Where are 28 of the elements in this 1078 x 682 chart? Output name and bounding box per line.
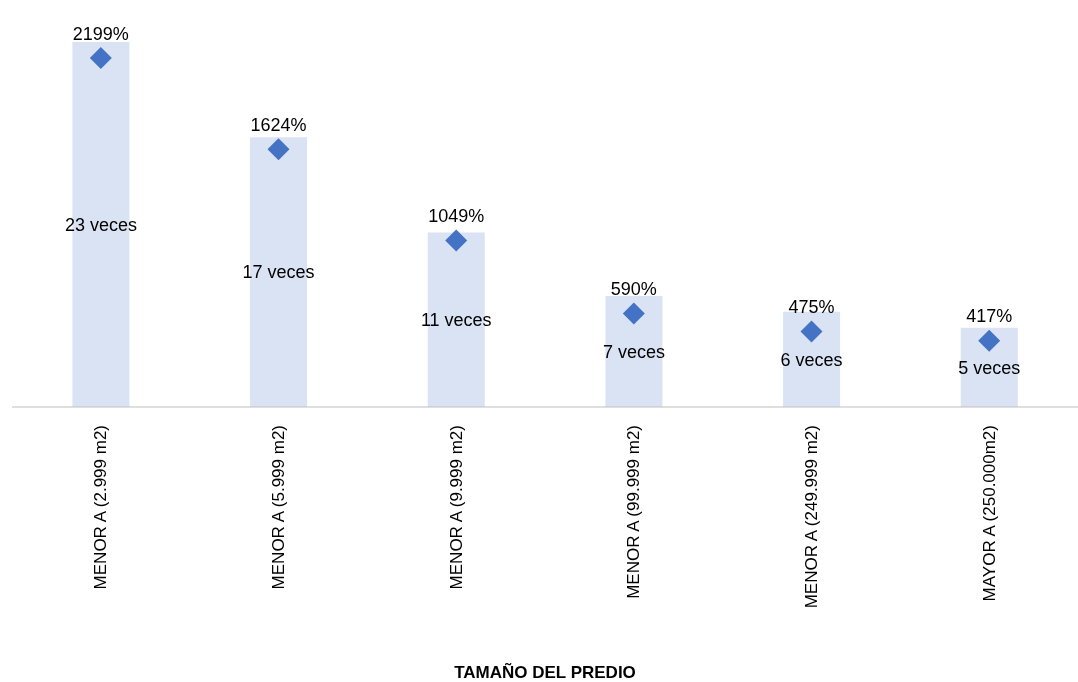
data-label: 6 veces (780, 349, 843, 370)
data-label: 2199% (72, 23, 129, 44)
x-tick-label: MENOR A (2.999 m2) (91, 425, 111, 590)
point (800, 320, 823, 343)
data-label: 417% (966, 306, 1013, 327)
point (622, 302, 645, 325)
bar (783, 311, 841, 407)
data-label: 1624% (250, 114, 307, 135)
bar (605, 295, 663, 407)
data-label: 5 veces (958, 357, 1021, 378)
x-tick-label: MENOR A (99.999 m2) (624, 425, 644, 599)
data-label: 7 veces (602, 341, 665, 362)
data-label: 590% (610, 278, 657, 299)
point (89, 47, 112, 70)
x-tick-label: MENOR A (5.999 m2) (269, 425, 288, 590)
data-label: 23 veces (64, 214, 137, 235)
data-label: 475% (788, 297, 835, 318)
point (978, 329, 1001, 352)
point (445, 229, 468, 252)
x-axis-title: TAMAÑO DEL PREDIO (454, 662, 636, 682)
data-label: 17 veces (242, 262, 315, 283)
data-label: 11 veces (420, 310, 492, 331)
point (267, 138, 290, 161)
x-tick-label: MAYOR A (250.000m2) (979, 425, 999, 602)
x-tick-label: MENOR A (9.999 m2) (446, 425, 466, 590)
data-label: 1049% (428, 206, 485, 227)
bar (960, 327, 1018, 407)
x-tick-label: MENOR A (249.999 m2) (802, 425, 821, 609)
